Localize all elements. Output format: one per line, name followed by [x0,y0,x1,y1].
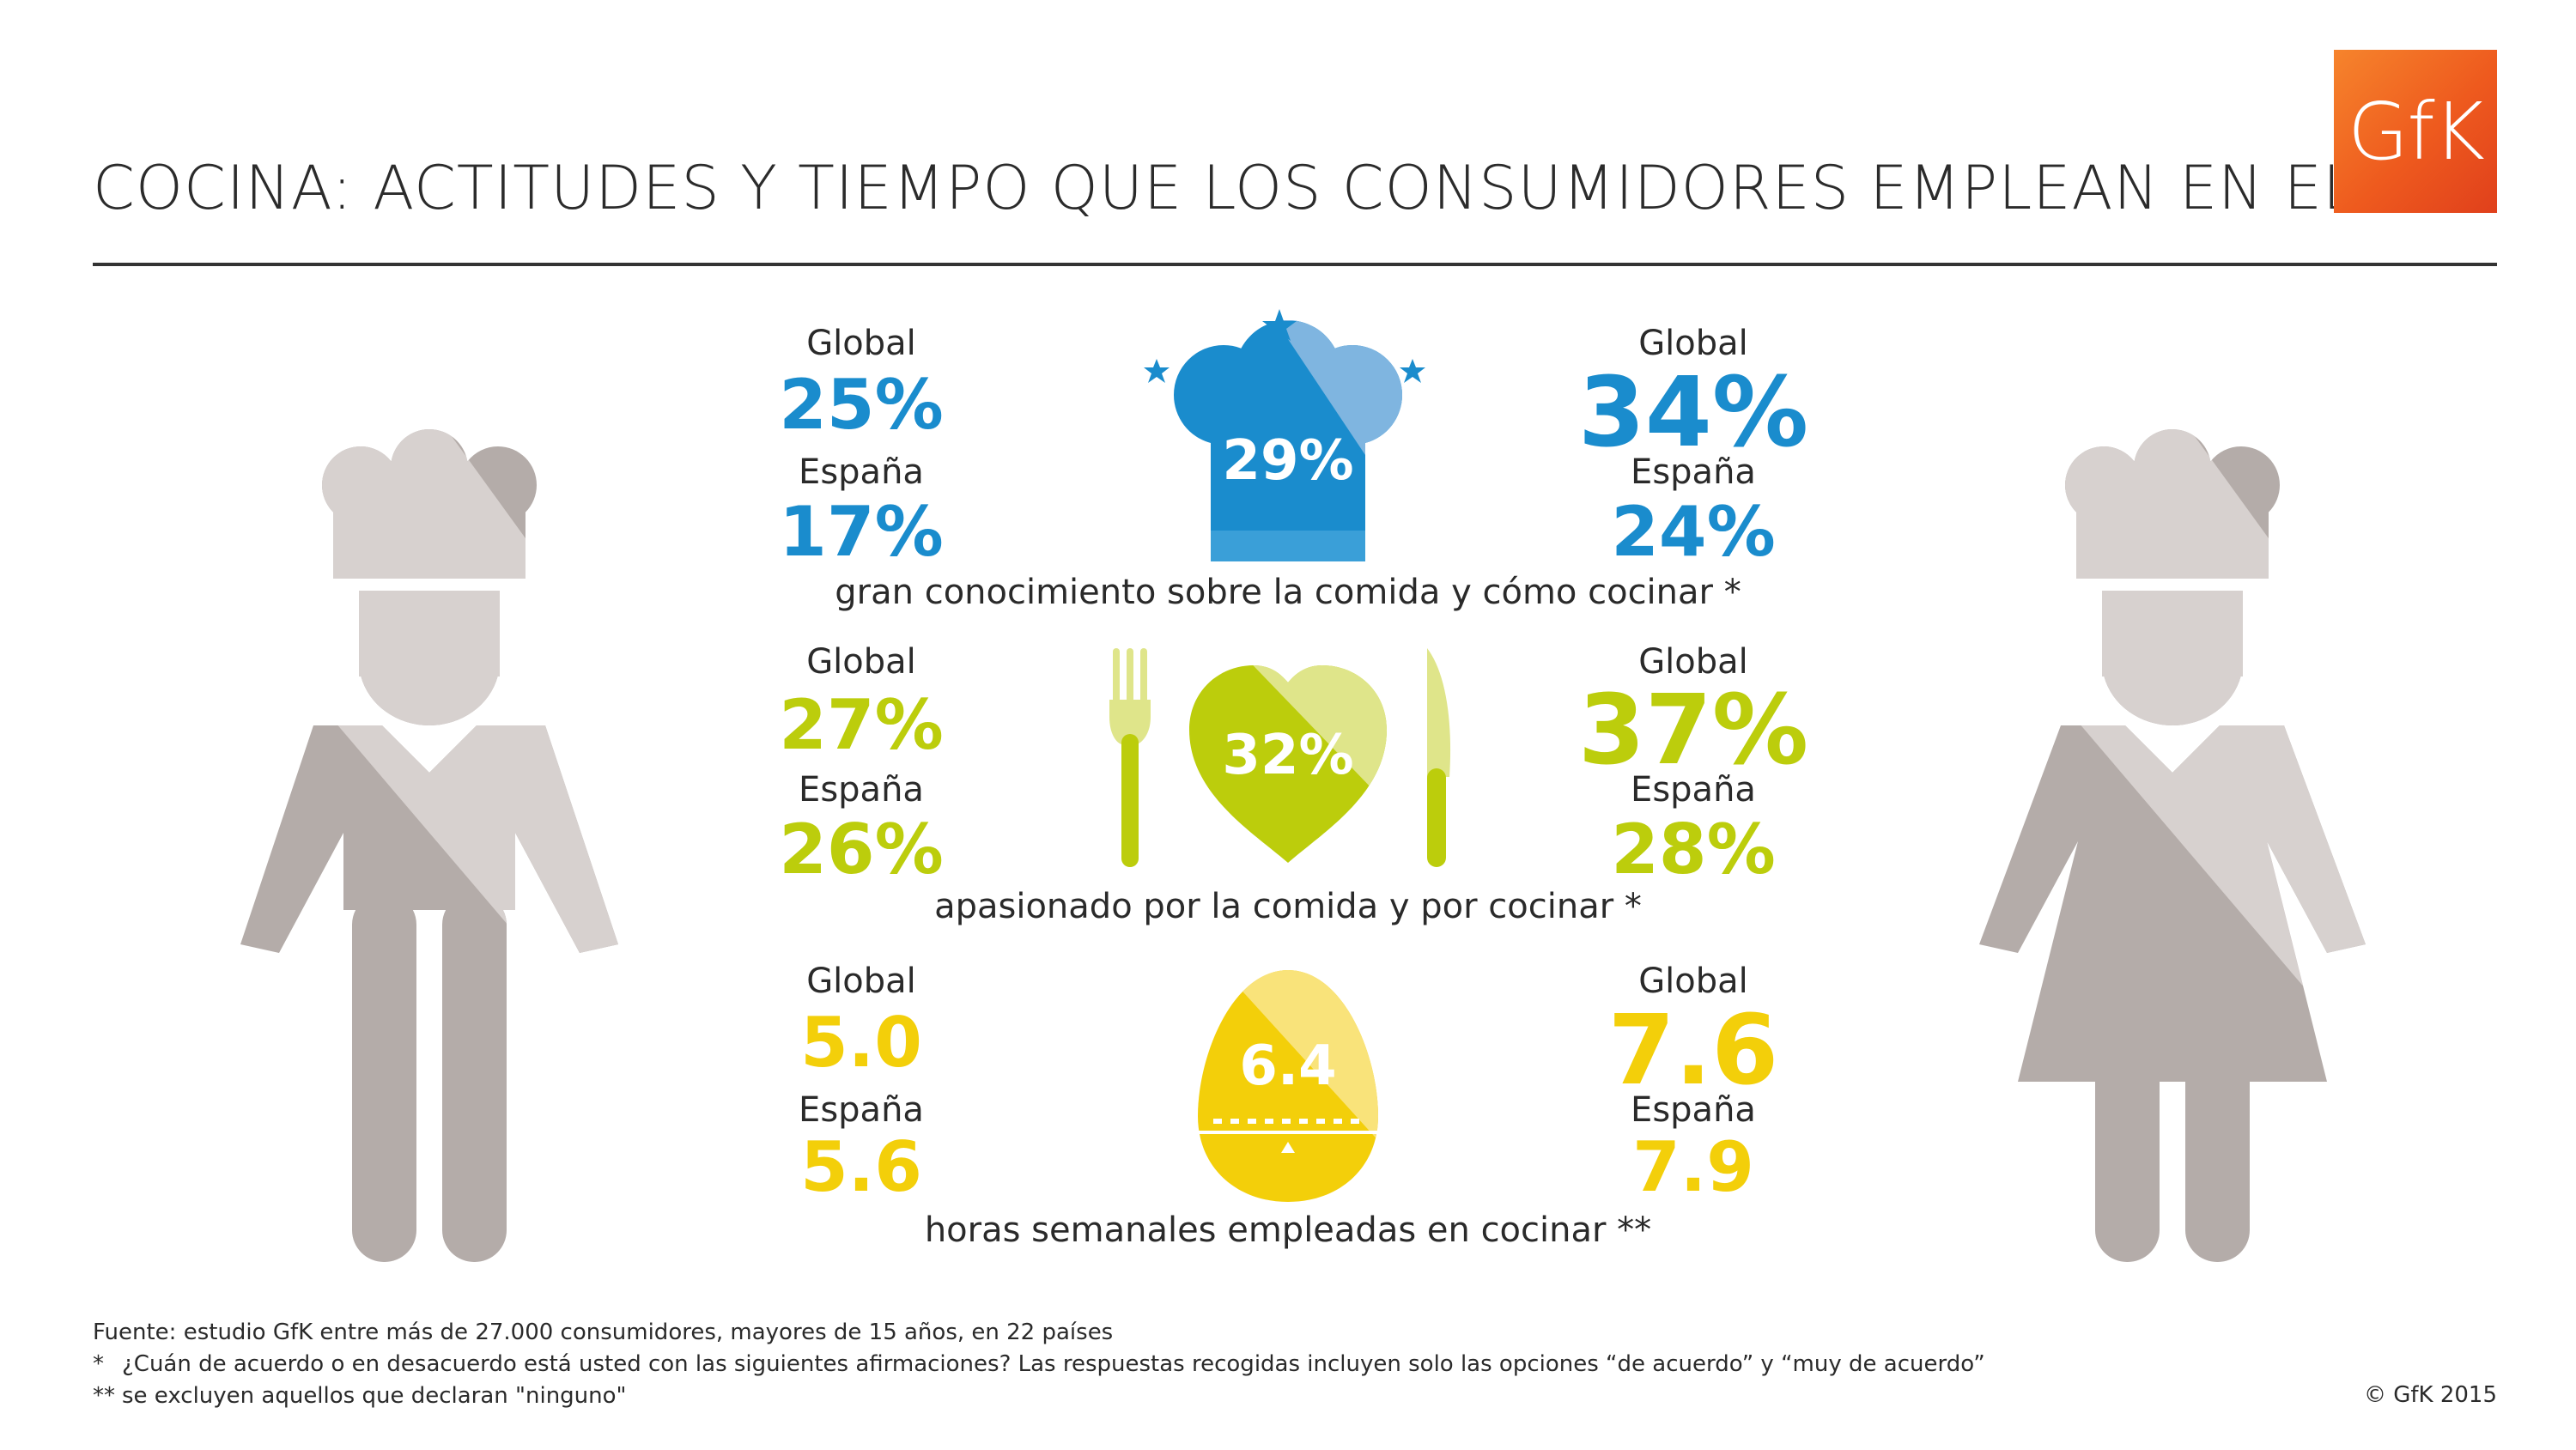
row1-center-value: 29% [1222,429,1354,493]
row1-left-spain-value: 17% [779,492,944,572]
gfk-logo: GfK [2334,50,2497,213]
row1-right-spain-label: España [1631,452,1756,492]
row2-left-spain-label: España [799,770,924,810]
row3-right-global-label: Global [1638,962,1748,1001]
female-chef-icon [1979,429,2366,1262]
row3-right-spain-label: España [1631,1090,1756,1130]
footer-note-1: * ¿Cuán de acuerdo o en desacuerdo está u… [93,1351,1985,1377]
row2-right-global-value: 37% [1577,675,1809,786]
row3-right-global-value: 7.6 [1607,995,1779,1107]
row2-left-global-value: 27% [779,685,944,765]
row2-right-global-label: Global [1638,642,1748,682]
row1-right-global-label: Global [1638,324,1748,363]
row2-center-value: 32% [1222,724,1354,787]
row1-left-global-value: 25% [779,365,944,445]
row1-left-spain-label: España [799,452,924,492]
row3-left-spain-value: 5.6 [800,1127,922,1207]
row3-left-global-value: 5.0 [800,1003,922,1083]
row1-left-global-label: Global [806,324,916,363]
footer-note-2: ** se excluyen aquellos que declaran "nin… [93,1383,627,1409]
row1-right-spain-value: 24% [1611,492,1776,572]
copyright: © GfK 2015 [2363,1382,2497,1408]
footer-source: Fuente: estudio GfK entre más de 27.000 … [93,1320,1114,1345]
row3-left-global-label: Global [806,962,916,1001]
row2-left-spain-value: 26% [779,810,944,889]
row2-caption: apasionado por la comida y por cocinar * [934,887,1642,926]
male-chef-icon [240,429,618,1262]
page-title: COCINA: ACTITUDES Y TIEMPO QUE LOS CONSU… [93,153,2435,223]
row2-left-global-label: Global [806,642,916,682]
heart-fork-knife-icon [1109,648,1451,867]
row3-left-spain-label: España [799,1090,924,1130]
header-divider [93,263,2497,266]
row1-right-global-value: 34% [1577,357,1809,469]
egg-timer-icon [1198,970,1378,1202]
row2-right-spain-value: 28% [1611,810,1776,889]
row2-right-spain-label: España [1631,770,1756,810]
row3-right-spain-value: 7.9 [1632,1127,1754,1207]
row3-caption: horas semanales empleadas en cocinar ** [924,1210,1652,1250]
chef-hat-icon [1144,309,1425,561]
row1-caption: gran conocimiento sobre la comida y cómo… [835,573,1741,612]
row3-center-value: 6.4 [1239,1034,1337,1098]
